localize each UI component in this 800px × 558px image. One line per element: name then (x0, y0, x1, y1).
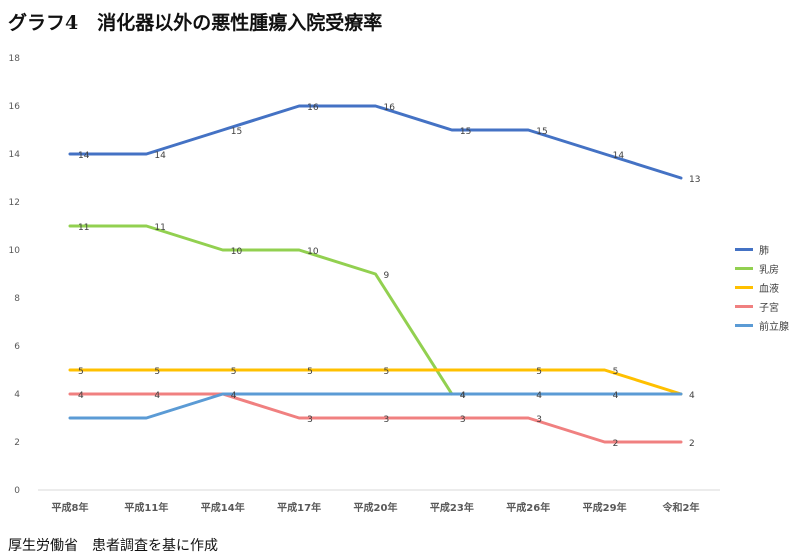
data-label: 14 (154, 151, 166, 161)
data-label: 13 (689, 175, 700, 185)
data-label: 4 (154, 391, 160, 401)
y-tick-label: 10 (9, 246, 21, 256)
y-tick-label: 18 (9, 54, 21, 64)
data-label: 4 (689, 391, 695, 401)
data-label: 5 (613, 367, 619, 377)
series-line (68, 224, 454, 396)
series-line (68, 392, 683, 420)
legend-swatch (735, 324, 753, 327)
legend-label: 血液 (759, 284, 779, 295)
legend-label: 乳房 (759, 265, 779, 276)
data-label: 4 (613, 391, 619, 401)
legend-swatch (735, 305, 753, 308)
data-label: 4 (231, 391, 237, 401)
data-label: 3 (307, 415, 313, 425)
chart-legend: 肺乳房血液子宮前立腺 (735, 240, 789, 335)
data-label: 4 (536, 391, 542, 401)
legend-swatch (735, 286, 753, 289)
data-label: 2 (689, 439, 695, 449)
series-line (68, 392, 683, 444)
data-label: 14 (78, 151, 90, 161)
y-tick-label: 6 (14, 342, 20, 352)
data-label: 15 (460, 127, 471, 137)
legend-item: 乳房 (735, 259, 789, 278)
data-label: 4 (78, 391, 84, 401)
y-tick-label: 4 (14, 390, 20, 400)
data-label: 5 (231, 367, 237, 377)
data-label: 3 (536, 415, 542, 425)
x-tick-label: 平成14年 (201, 501, 245, 514)
source-note: 厚生労働省 患者調査を基に作成 (8, 538, 218, 554)
data-label: 5 (307, 367, 313, 377)
legend-item: 肺 (735, 240, 789, 259)
x-tick-label: 平成8年 (52, 501, 89, 514)
series-line (68, 368, 683, 396)
y-tick-label: 16 (9, 102, 21, 112)
data-label: 14 (613, 151, 625, 161)
data-label: 4 (460, 391, 466, 401)
data-label: 16 (307, 103, 319, 113)
data-label: 4 (460, 391, 466, 401)
data-label: 11 (154, 223, 165, 233)
data-label: 5 (154, 367, 160, 377)
data-label: 3 (384, 415, 390, 425)
y-tick-label: 12 (9, 198, 20, 208)
y-tick-label: 14 (9, 150, 21, 160)
x-tick-label: 平成26年 (506, 501, 550, 514)
legend-item: 血液 (735, 278, 789, 297)
x-tick-label: 平成11年 (124, 501, 168, 514)
legend-label: 前立腺 (759, 322, 789, 333)
y-tick-label: 0 (14, 486, 20, 496)
data-label: 5 (536, 367, 542, 377)
series-line (68, 104, 683, 180)
x-tick-label: 令和2年 (662, 501, 700, 514)
data-label: 5 (384, 367, 390, 377)
data-label: 5 (78, 367, 84, 377)
x-tick-label: 平成17年 (277, 501, 321, 514)
legend-swatch (735, 267, 753, 270)
data-label: 16 (384, 103, 396, 113)
x-tick-label: 平成23年 (430, 501, 474, 514)
legend-item: 子宮 (735, 297, 789, 316)
y-tick-label: 2 (14, 438, 20, 448)
data-label: 11 (78, 223, 89, 233)
data-label: 15 (231, 127, 242, 137)
x-tick-label: 平成20年 (354, 501, 398, 514)
data-label: 9 (384, 271, 390, 281)
x-tick-label: 平成29年 (583, 501, 627, 514)
legend-item: 前立腺 (735, 316, 789, 335)
data-label: 15 (536, 127, 547, 137)
chart-title: グラフ4 消化器以外の悪性腫瘍入院受療率 (8, 12, 383, 34)
data-label: 10 (231, 247, 243, 257)
legend-label: 子宮 (759, 303, 779, 314)
legend-swatch (735, 248, 753, 251)
legend-label: 肺 (759, 246, 769, 257)
y-tick-label: 8 (14, 294, 20, 304)
data-label: 2 (613, 439, 619, 449)
data-label: 10 (307, 247, 319, 257)
data-label: 3 (460, 415, 466, 425)
